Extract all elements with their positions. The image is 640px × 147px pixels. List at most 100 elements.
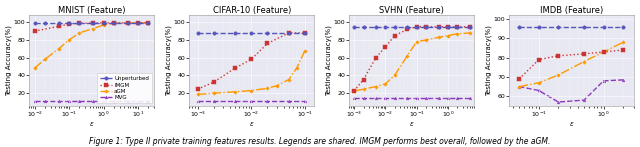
Y-axis label: Testing Accuracy(%): Testing Accuracy(%) xyxy=(166,25,172,96)
aGM xyxy=(391,74,399,76)
Unperturbed xyxy=(194,32,202,34)
aGM xyxy=(264,87,271,89)
IMGM xyxy=(413,26,420,28)
IMGM xyxy=(454,26,461,28)
Line: MVG: MVG xyxy=(196,100,307,103)
Line: aGM: aGM xyxy=(353,32,471,92)
X-axis label: ε: ε xyxy=(570,121,573,127)
IMGM xyxy=(194,88,202,90)
IMGM xyxy=(360,79,367,80)
aGM xyxy=(360,88,367,90)
Line: aGM: aGM xyxy=(518,41,624,88)
aGM xyxy=(100,24,108,26)
MVG xyxy=(231,101,239,102)
Unperturbed xyxy=(454,26,461,28)
Unperturbed xyxy=(466,26,474,28)
MVG xyxy=(444,97,452,99)
MVG xyxy=(90,101,97,102)
MVG xyxy=(210,101,218,102)
MVG xyxy=(31,101,38,102)
IMGM xyxy=(124,22,131,24)
Y-axis label: Testing Accuracy(%): Testing Accuracy(%) xyxy=(486,25,492,96)
MVG xyxy=(134,101,142,102)
Unperturbed xyxy=(372,26,380,28)
Unperturbed xyxy=(422,26,430,28)
Unperturbed xyxy=(350,26,358,28)
MVG xyxy=(55,101,63,102)
aGM xyxy=(194,94,202,95)
Unperturbed xyxy=(413,26,420,28)
Y-axis label: Testing Accuracy(%): Testing Accuracy(%) xyxy=(326,25,332,96)
Unperturbed xyxy=(31,22,38,24)
Line: IMGM: IMGM xyxy=(33,21,150,33)
Line: MVG: MVG xyxy=(518,78,625,103)
MVG xyxy=(248,101,255,102)
aGM xyxy=(134,22,142,24)
Unperturbed xyxy=(580,26,588,28)
IMGM xyxy=(301,32,309,34)
Title: MNIST (Feature): MNIST (Feature) xyxy=(58,6,125,15)
aGM xyxy=(435,36,442,38)
MVG xyxy=(301,101,309,102)
Unperturbed xyxy=(403,26,411,28)
Unperturbed xyxy=(619,26,627,28)
aGM xyxy=(600,51,607,53)
IMGM xyxy=(134,22,142,24)
Title: SVHN (Feature): SVHN (Feature) xyxy=(380,6,444,15)
X-axis label: ε: ε xyxy=(90,121,93,127)
IMGM xyxy=(600,51,607,53)
aGM xyxy=(41,58,49,60)
Unperturbed xyxy=(381,26,389,28)
aGM xyxy=(285,79,292,80)
MVG xyxy=(194,101,202,102)
Unperturbed xyxy=(285,32,292,34)
Line: aGM: aGM xyxy=(196,49,306,96)
IMGM xyxy=(31,30,38,32)
X-axis label: ε: ε xyxy=(250,121,253,127)
IMGM xyxy=(381,46,389,48)
IMGM xyxy=(264,43,271,44)
aGM xyxy=(554,74,562,76)
Unperturbed xyxy=(90,22,97,24)
aGM xyxy=(210,92,218,94)
IMGM xyxy=(391,35,399,36)
aGM xyxy=(55,48,63,50)
Unperturbed xyxy=(210,32,218,34)
Legend: Unperturbed, IMGM, aGM, MVG: Unperturbed, IMGM, aGM, MVG xyxy=(97,73,152,103)
MVG xyxy=(110,101,118,102)
aGM xyxy=(413,41,420,43)
Unperturbed xyxy=(554,26,562,28)
Line: Unperturbed: Unperturbed xyxy=(33,21,150,25)
aGM xyxy=(580,61,588,62)
IMGM xyxy=(619,49,627,51)
Line: IMGM: IMGM xyxy=(353,25,472,93)
Unperturbed xyxy=(600,26,607,28)
Unperturbed xyxy=(76,22,83,24)
MVG xyxy=(372,97,380,99)
Line: Unperturbed: Unperturbed xyxy=(196,31,307,35)
aGM xyxy=(350,90,358,92)
Y-axis label: Testing Accuracy(%): Testing Accuracy(%) xyxy=(6,25,12,96)
aGM xyxy=(619,41,627,43)
Unperturbed xyxy=(301,32,309,34)
IMGM xyxy=(422,26,430,28)
Unperturbed xyxy=(264,32,271,34)
aGM xyxy=(372,86,380,87)
Unperturbed xyxy=(55,22,63,24)
IMGM xyxy=(55,25,63,27)
aGM xyxy=(535,82,543,84)
aGM xyxy=(422,39,430,41)
Unperturbed xyxy=(360,26,367,28)
Unperturbed xyxy=(100,22,108,24)
Title: CIFAR-10 (Feature): CIFAR-10 (Feature) xyxy=(212,6,291,15)
MVG xyxy=(619,79,627,81)
MVG xyxy=(41,101,49,102)
MVG xyxy=(403,97,411,99)
aGM xyxy=(403,55,411,57)
IMGM xyxy=(90,22,97,24)
MVG xyxy=(600,80,607,82)
Unperturbed xyxy=(134,22,142,24)
IMGM xyxy=(100,22,108,24)
aGM xyxy=(231,91,239,93)
IMGM xyxy=(444,26,452,28)
